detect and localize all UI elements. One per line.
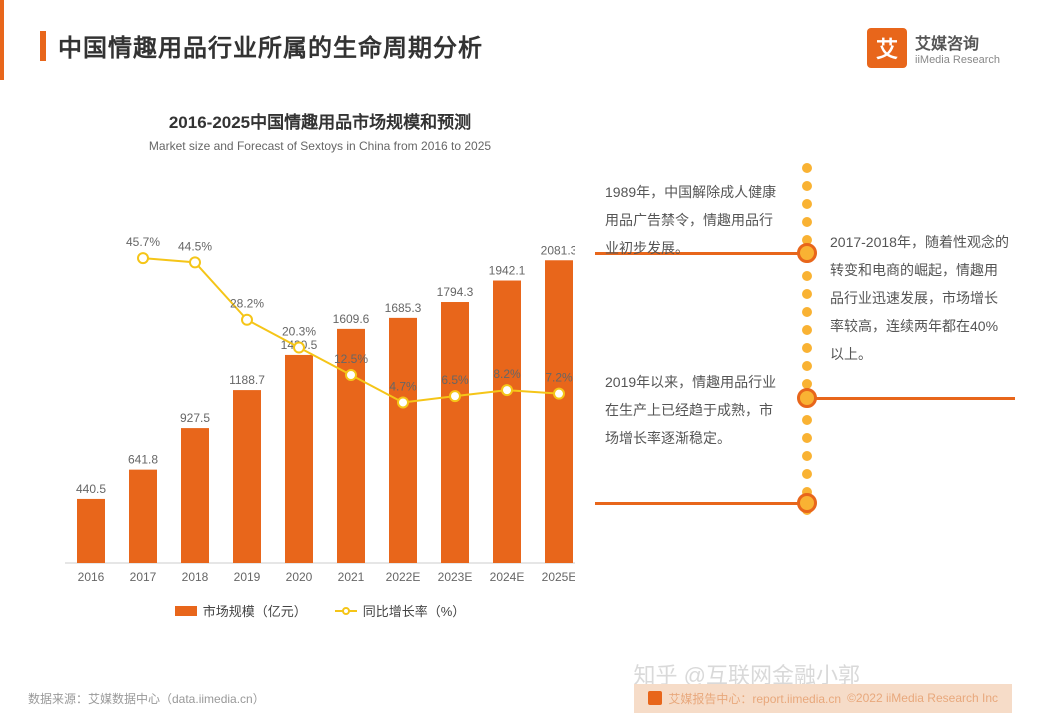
timeline-branch — [815, 397, 1015, 400]
brand-logo: 艾 艾媒咨询 iiMedia Research — [867, 28, 1000, 68]
svg-text:2025E: 2025E — [542, 570, 575, 584]
svg-text:2018: 2018 — [182, 570, 209, 584]
timeline-dot — [802, 289, 812, 299]
timeline-panel: 1989年，中国解除成人健康用品广告禁令，情趣用品行业初步发展。 2017-201… — [595, 108, 1010, 620]
timeline-dot — [802, 271, 812, 281]
legend-line-swatch — [335, 610, 357, 612]
data-source: 数据来源：艾媒数据中心（data.iimedia.cn） — [28, 690, 265, 707]
logo-text-cn: 艾媒咨询 — [915, 30, 1000, 54]
svg-text:6.5%: 6.5% — [441, 373, 469, 387]
timeline-dot — [802, 181, 812, 191]
svg-text:20.3%: 20.3% — [282, 325, 316, 339]
logo-icon: 艾 — [867, 28, 907, 68]
timeline-text: 2019年以来，情趣用品行业在生产上已经趋于成熟，市场增长率逐渐稳定。 — [605, 368, 785, 452]
timeline-dot — [802, 217, 812, 227]
header: 中国情趣用品行业所属的生命周期分析 艾 艾媒咨询 iiMedia Researc… — [0, 0, 1040, 68]
svg-text:8.2%: 8.2% — [493, 367, 521, 381]
accent-strip — [0, 0, 4, 80]
chart-title-cn: 2016-2025中国情趣用品市场规模和预测 — [55, 108, 585, 133]
legend-line: 同比增长率（%） — [335, 601, 466, 620]
copyright-text: ©2022 iiMedia Research Inc — [847, 691, 998, 705]
svg-text:2019: 2019 — [234, 570, 261, 584]
timeline-branch — [595, 502, 800, 505]
timeline-dot — [802, 469, 812, 479]
timeline-dot — [802, 433, 812, 443]
legend-bar-swatch — [175, 606, 197, 616]
timeline-node — [797, 243, 817, 263]
copyright-block: 艾媒报告中心：report.iimedia.cn ©2022 iiMedia R… — [634, 684, 1012, 713]
chart-title-en: Market size and Forecast of Sextoys in C… — [55, 139, 585, 153]
timeline-dot — [802, 199, 812, 209]
timeline-text: 1989年，中国解除成人健康用品广告禁令，情趣用品行业初步发展。 — [605, 178, 785, 262]
svg-text:12.5%: 12.5% — [334, 352, 368, 366]
timeline-dot — [802, 325, 812, 335]
svg-text:28.2%: 28.2% — [230, 297, 264, 311]
svg-text:440.5: 440.5 — [76, 482, 106, 496]
svg-text:2024E: 2024E — [490, 570, 525, 584]
svg-text:45.7%: 45.7% — [126, 235, 160, 249]
svg-text:1794.3: 1794.3 — [437, 285, 474, 299]
legend-line-label: 同比增长率（%） — [363, 601, 466, 620]
svg-text:2081.3: 2081.3 — [541, 243, 575, 257]
legend-bar: 市场规模（亿元） — [175, 601, 307, 620]
svg-text:2022E: 2022E — [386, 570, 421, 584]
timeline-dot — [802, 415, 812, 425]
svg-text:4.7%: 4.7% — [389, 379, 417, 393]
report-site: 艾媒报告中心：report.iimedia.cn — [668, 690, 841, 707]
chart-legend: 市场规模（亿元） 同比增长率（%） — [55, 601, 585, 620]
timeline-dot — [802, 307, 812, 317]
timeline-node — [797, 388, 817, 408]
svg-text:2020: 2020 — [286, 570, 313, 584]
svg-text:2017: 2017 — [130, 570, 157, 584]
svg-text:1685.3: 1685.3 — [385, 301, 422, 315]
legend-bar-label: 市场规模（亿元） — [203, 601, 307, 620]
logo-text-en: iiMedia Research — [915, 54, 1000, 66]
timeline-dot — [802, 343, 812, 353]
svg-text:1942.1: 1942.1 — [489, 264, 526, 278]
timeline-dot — [802, 361, 812, 371]
svg-text:2016: 2016 — [78, 570, 105, 584]
page-title: 中国情趣用品行业所属的生命周期分析 — [58, 28, 483, 63]
svg-text:2023E: 2023E — [438, 570, 473, 584]
svg-text:2021: 2021 — [338, 570, 365, 584]
timeline-text: 2017-2018年，随着性观念的转变和电商的崛起，情趣用品行业迅速发展，市场增… — [830, 228, 1010, 368]
svg-text:1609.6: 1609.6 — [333, 312, 370, 326]
timeline-node — [797, 493, 817, 513]
logo-small-icon — [648, 691, 662, 705]
svg-text:1188.7: 1188.7 — [229, 373, 265, 387]
svg-text:44.5%: 44.5% — [178, 239, 212, 253]
title-block: 中国情趣用品行业所属的生命周期分析 — [40, 28, 483, 63]
footer-bar: 数据来源：艾媒数据中心（data.iimedia.cn） 艾媒报告中心：repo… — [0, 676, 1040, 720]
timeline-dot — [802, 163, 812, 173]
timeline-dot — [802, 451, 812, 461]
svg-text:7.2%: 7.2% — [545, 371, 573, 385]
combo-chart: 440.52016641.82017927.520181188.72019143… — [55, 183, 575, 593]
chart-panel: 2016-2025中国情趣用品市场规模和预测 Market size and F… — [55, 108, 585, 620]
svg-text:641.8: 641.8 — [128, 453, 158, 467]
svg-text:927.5: 927.5 — [180, 411, 210, 425]
title-accent-bar — [40, 31, 46, 61]
